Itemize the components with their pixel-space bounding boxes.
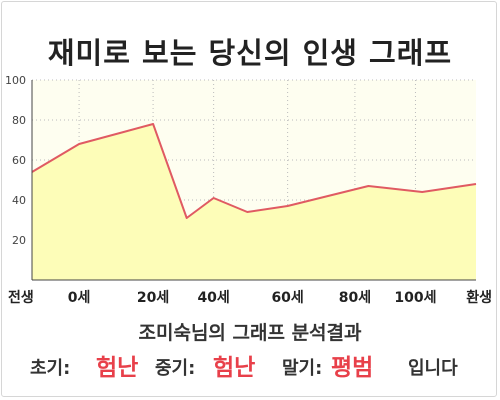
late-label: 말기: [282, 358, 323, 379]
x-tick-label: 60세 [271, 290, 303, 306]
y-tick-label: 60 [12, 154, 26, 167]
early-value: 험난 [96, 355, 139, 381]
life-area [32, 124, 476, 280]
x-tick-label: 80세 [339, 290, 371, 306]
life-line [31, 123, 477, 219]
x-tick-label: 100세 [394, 290, 436, 306]
x-tick-label: 20세 [137, 290, 169, 306]
analysis-title: 조미숙님의 그래프 분석결과 [138, 322, 362, 344]
y-tick-label: 100 [5, 74, 26, 87]
y-tick-label: 80 [12, 114, 26, 127]
page-title: 재미로 보는 당신의 인생 그래프 [47, 36, 453, 70]
analysis-result: 초기: 험난 중기: 험난 말기: 평범 입니다 [0, 345, 500, 381]
middle-label: 중기: [155, 358, 196, 379]
late-value: 평범 [331, 355, 374, 381]
x-tick-label: 40세 [197, 290, 229, 306]
result-suffix: 입니다 [408, 358, 458, 379]
x-tick-label: 전생 [8, 289, 34, 306]
early-label: 초기: [30, 358, 71, 379]
y-tick-label: 20 [12, 234, 26, 247]
middle-value: 험난 [213, 355, 256, 381]
x-tick-label: 0세 [68, 290, 91, 306]
x-tick-label: 환생 [466, 289, 492, 306]
y-tick-label: 40 [12, 194, 26, 207]
